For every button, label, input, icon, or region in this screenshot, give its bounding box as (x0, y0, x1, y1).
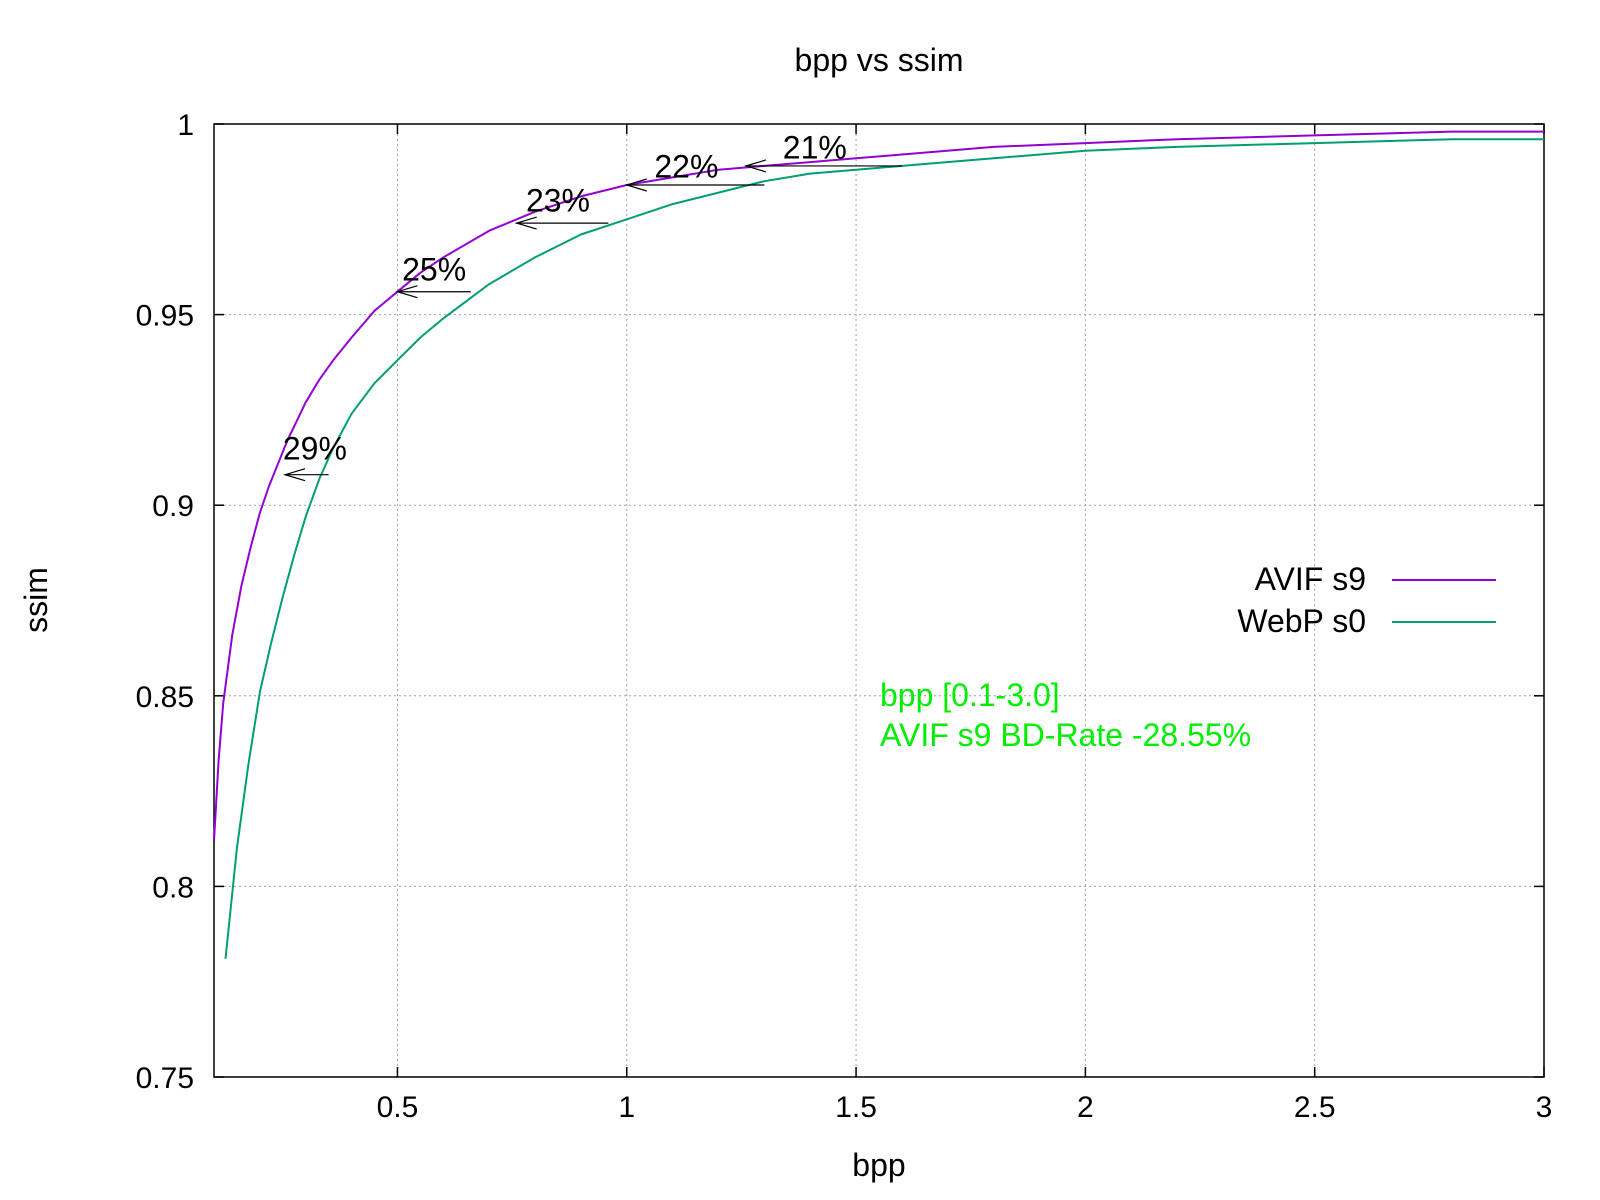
legend: AVIF s9 WebP s0 (1237, 561, 1496, 639)
y-tick-label: 0.95 (136, 300, 194, 333)
annotation-label: 23% (526, 183, 590, 219)
grid (214, 124, 1544, 1077)
annotation-arrow-head (624, 178, 647, 192)
series-line-0 (213, 130, 1544, 841)
x-tick-label: 0.5 (377, 1091, 419, 1124)
x-tick-label: 3 (1536, 1091, 1553, 1124)
x-tick-label: 1.5 (835, 1091, 877, 1124)
annotation-label: 25% (402, 251, 466, 287)
legend-label-avif: AVIF s9 (1255, 561, 1366, 597)
y-tick-label: 0.85 (136, 681, 194, 714)
annotation-label: 22% (654, 148, 718, 184)
y-tick-label: 0.75 (136, 1062, 194, 1095)
series-line-1 (224, 138, 1544, 959)
series-layer (213, 130, 1544, 959)
y-tick-label: 0.8 (152, 871, 194, 904)
y-tick-label: 1 (177, 109, 194, 142)
x-tick-label: 2 (1077, 1091, 1094, 1124)
annotation-arrow-head (743, 159, 767, 173)
x-axis-title: bpp (852, 1147, 905, 1183)
axis-ticks: 0.5 1 1.5 2 2.5 3 0.75 0.8 0.85 0.9 0.95 1 (136, 109, 1553, 1124)
legend-label-webp: WebP s0 (1237, 603, 1366, 639)
annotation-label: 29% (283, 430, 347, 466)
chart-title: bpp vs ssim (795, 42, 964, 78)
info-range: bpp [0.1-3.0] (880, 677, 1060, 713)
annotation-arrow-head (395, 285, 418, 299)
info-box: bpp [0.1-3.0] AVIF s9 BD-Rate -28.55% (880, 677, 1251, 753)
plot-border (213, 123, 1545, 1078)
annotation-label: 21% (783, 129, 847, 165)
x-tick-label: 2.5 (1294, 1091, 1336, 1124)
annotation-arrow-head (514, 216, 537, 230)
annotation-arrow-head (282, 468, 306, 482)
y-axis-title: ssim (18, 567, 54, 633)
annotations: 29% 25% 23% 22% 21% (282, 129, 902, 482)
x-tick-label: 1 (618, 1091, 635, 1124)
info-bd-rate: AVIF s9 BD-Rate -28.55% (880, 717, 1251, 753)
y-tick-label: 0.9 (152, 490, 194, 523)
